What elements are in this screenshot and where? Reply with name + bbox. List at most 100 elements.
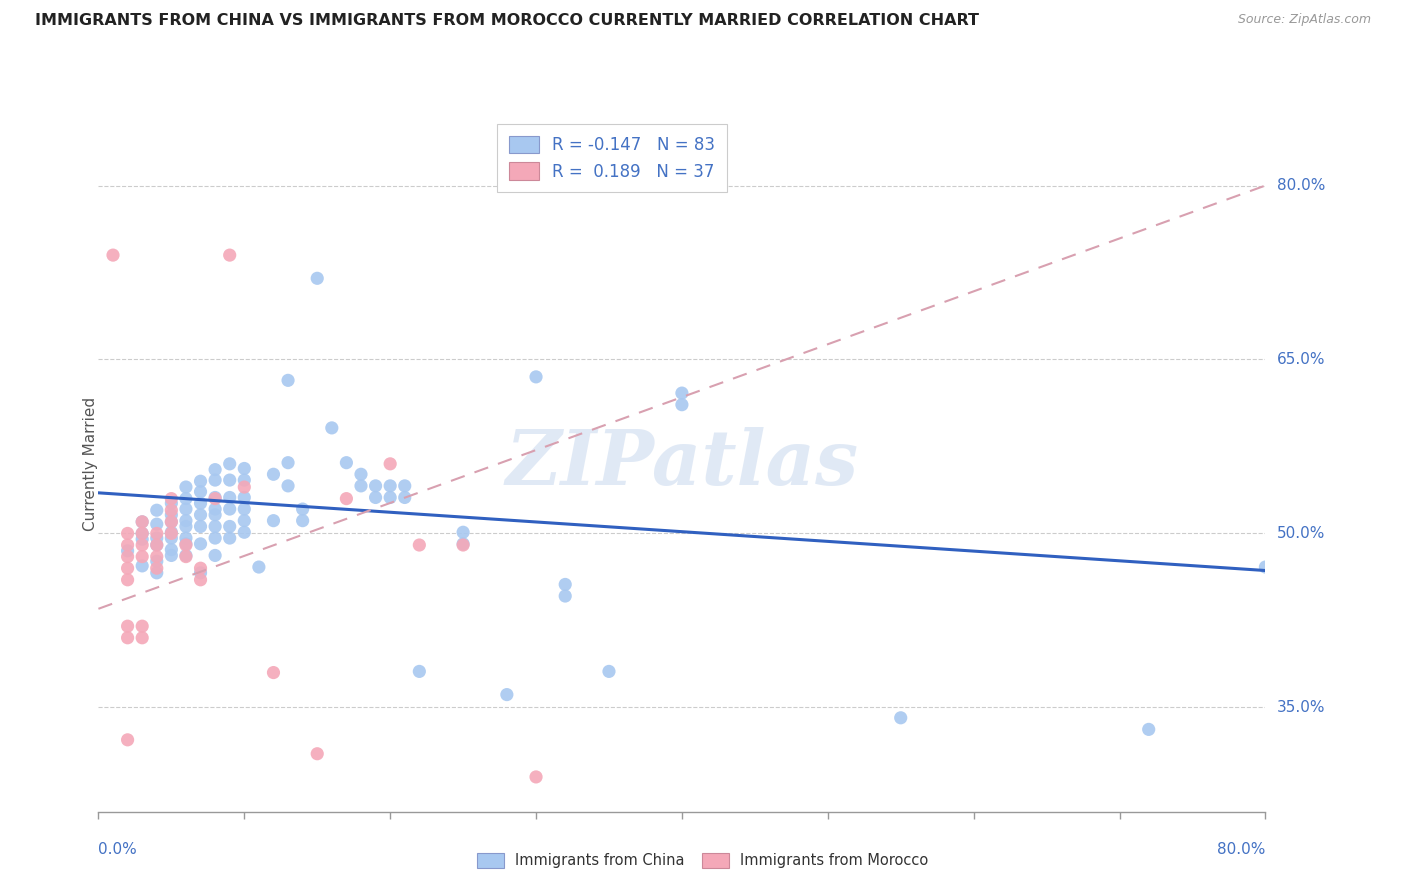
Point — [218, 457, 240, 471]
Point — [451, 538, 474, 552]
Point — [160, 515, 183, 529]
Point — [174, 549, 197, 564]
Point — [160, 496, 183, 510]
Point — [146, 561, 169, 575]
Point — [174, 502, 197, 516]
Y-axis label: Currently Married: Currently Married — [83, 397, 97, 531]
Point — [160, 525, 183, 540]
Point — [350, 467, 373, 482]
Point — [146, 531, 169, 545]
Point — [117, 549, 139, 564]
Point — [131, 619, 153, 633]
Point — [146, 549, 169, 564]
Point — [218, 491, 240, 505]
Point — [146, 554, 169, 568]
Point — [408, 538, 430, 552]
Point — [277, 456, 299, 470]
Point — [218, 502, 240, 516]
Point — [131, 532, 153, 546]
Point — [160, 503, 183, 517]
Point — [451, 537, 474, 551]
Point — [378, 491, 402, 505]
Point — [131, 549, 153, 564]
Point — [101, 248, 124, 262]
Text: 35.0%: 35.0% — [1277, 700, 1324, 714]
Point — [190, 561, 212, 575]
Point — [524, 369, 547, 384]
Point — [146, 517, 169, 532]
Point — [160, 515, 183, 529]
Point — [233, 480, 256, 494]
Point — [174, 531, 197, 545]
Point — [131, 515, 153, 529]
Point — [554, 577, 576, 591]
Point — [307, 747, 329, 761]
Point — [174, 519, 197, 533]
Text: 50.0%: 50.0% — [1277, 526, 1324, 541]
Point — [218, 519, 240, 533]
Point — [160, 531, 183, 545]
Point — [307, 271, 329, 285]
Point — [117, 573, 139, 587]
Point — [160, 542, 183, 557]
Text: 65.0%: 65.0% — [1277, 352, 1324, 367]
Point — [190, 566, 212, 580]
Point — [524, 770, 547, 784]
Point — [247, 560, 270, 574]
Point — [204, 531, 226, 545]
Point — [146, 538, 169, 552]
Point — [174, 549, 197, 563]
Point — [146, 526, 169, 541]
Point — [117, 538, 139, 552]
Legend: Immigrants from China, Immigrants from Morocco: Immigrants from China, Immigrants from M… — [470, 846, 936, 876]
Point — [218, 531, 240, 545]
Point — [190, 573, 212, 587]
Point — [335, 456, 357, 470]
Point — [277, 479, 299, 493]
Point — [321, 421, 343, 435]
Point — [233, 491, 256, 505]
Point — [146, 566, 169, 580]
Point — [174, 491, 197, 506]
Point — [671, 386, 693, 401]
Point — [131, 526, 153, 541]
Point — [117, 543, 139, 558]
Point — [190, 496, 212, 510]
Text: Source: ZipAtlas.com: Source: ZipAtlas.com — [1237, 13, 1371, 27]
Point — [204, 462, 226, 476]
Point — [204, 491, 226, 505]
Point — [233, 461, 256, 475]
Point — [233, 473, 256, 487]
Point — [204, 502, 226, 516]
Point — [117, 561, 139, 575]
Point — [204, 508, 226, 522]
Point — [190, 484, 212, 499]
Point — [131, 526, 153, 541]
Text: 0.0%: 0.0% — [98, 842, 138, 857]
Point — [233, 514, 256, 528]
Point — [131, 631, 153, 645]
Point — [218, 473, 240, 487]
Point — [408, 665, 430, 679]
Point — [671, 398, 693, 412]
Point — [204, 473, 226, 487]
Text: 80.0%: 80.0% — [1218, 842, 1265, 857]
Point — [190, 519, 212, 533]
Text: IMMIGRANTS FROM CHINA VS IMMIGRANTS FROM MOROCCO CURRENTLY MARRIED CORRELATION C: IMMIGRANTS FROM CHINA VS IMMIGRANTS FROM… — [35, 13, 979, 29]
Point — [204, 549, 226, 563]
Point — [174, 480, 197, 494]
Point — [335, 491, 357, 506]
Point — [378, 479, 402, 493]
Point — [233, 525, 256, 540]
Point — [262, 665, 284, 680]
Point — [598, 665, 620, 679]
Point — [160, 526, 183, 541]
Point — [451, 525, 474, 540]
Point — [190, 537, 212, 551]
Point — [495, 688, 517, 702]
Point — [554, 589, 576, 603]
Point — [160, 508, 183, 522]
Point — [394, 479, 416, 493]
Point — [131, 558, 153, 573]
Point — [394, 491, 416, 505]
